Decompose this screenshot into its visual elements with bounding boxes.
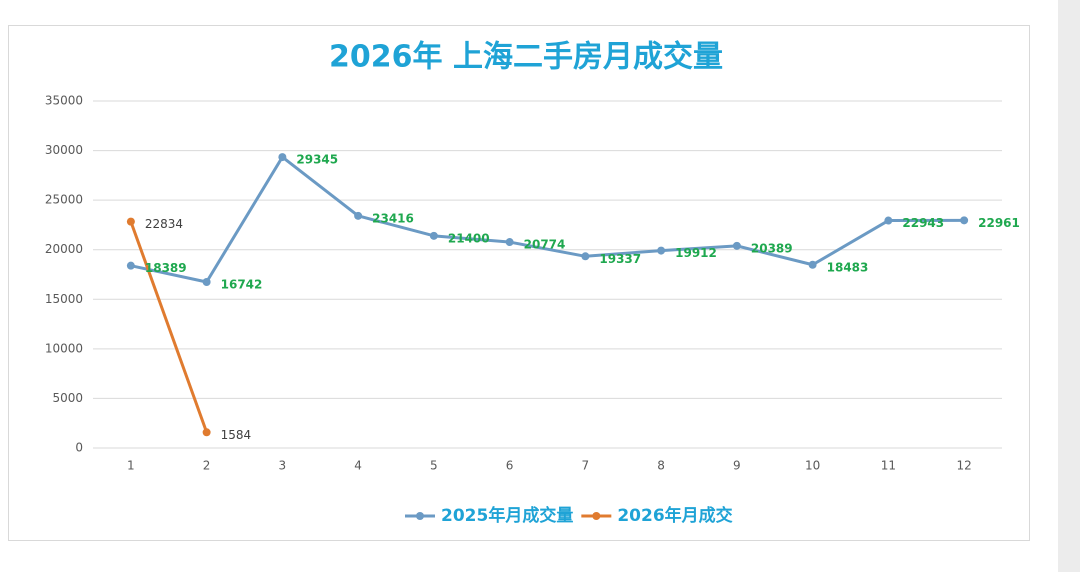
x-tick-label: 2 [203,459,211,473]
marker [429,231,438,240]
marker [657,246,666,255]
y-tick-label: 5000 [52,391,83,405]
data-label: 21400 [448,231,490,245]
chart-title: 2026年 上海二手房月成交量 [329,40,723,75]
marker [732,241,741,250]
data-label: 29345 [296,153,338,167]
marker [354,211,363,220]
marker [126,261,135,270]
data-label: 18483 [827,260,869,274]
legend-label: 2026年月成交 [617,505,732,526]
marker [126,217,135,226]
legend-label: 2025年月成交量 [441,505,573,526]
chart-frame [8,25,1030,541]
data-label: 22943 [902,216,944,230]
marker [884,216,893,225]
y-tick-label: 15000 [45,292,83,306]
y-tick-label: 10000 [45,341,83,355]
legend-marker [592,512,601,520]
series-line [129,221,209,433]
marker [581,252,590,261]
marker [278,153,287,162]
data-label: 19337 [599,252,641,266]
marker [505,238,514,247]
data-label: 20389 [751,241,793,255]
x-tick-label: 7 [582,459,590,473]
x-tick-label: 9 [733,459,741,473]
data-label: 1584 [221,428,252,442]
y-tick-label: 25000 [45,193,83,207]
side-strip [1058,0,1080,572]
x-tick-label: 4 [354,459,362,473]
data-label: 22961 [978,216,1020,230]
marker [202,428,211,437]
legend-marker [416,512,424,520]
x-tick-label: 11 [881,459,896,473]
x-tick-label: 6 [506,459,514,473]
data-label: 23416 [372,211,414,225]
y-tick-label: 35000 [45,94,83,108]
x-tick-label: 8 [657,459,665,473]
series-line [130,155,965,284]
y-tick-label: 30000 [45,143,83,157]
marker [202,278,211,287]
data-label: 20774 [524,238,566,252]
data-label: 19912 [675,246,717,260]
x-tick-label: 10 [805,459,820,473]
x-tick-label: 1 [127,459,135,473]
x-tick-label: 12 [956,459,971,473]
data-label: 22834 [145,217,183,231]
y-tick-label: 20000 [45,242,83,256]
data-label: 16742 [221,278,263,292]
x-tick-label: 5 [430,459,438,473]
data-label: 18389 [145,261,187,275]
marker [808,260,817,269]
y-tick-label: 0 [75,441,83,455]
marker [960,216,969,225]
x-tick-label: 3 [279,459,287,473]
